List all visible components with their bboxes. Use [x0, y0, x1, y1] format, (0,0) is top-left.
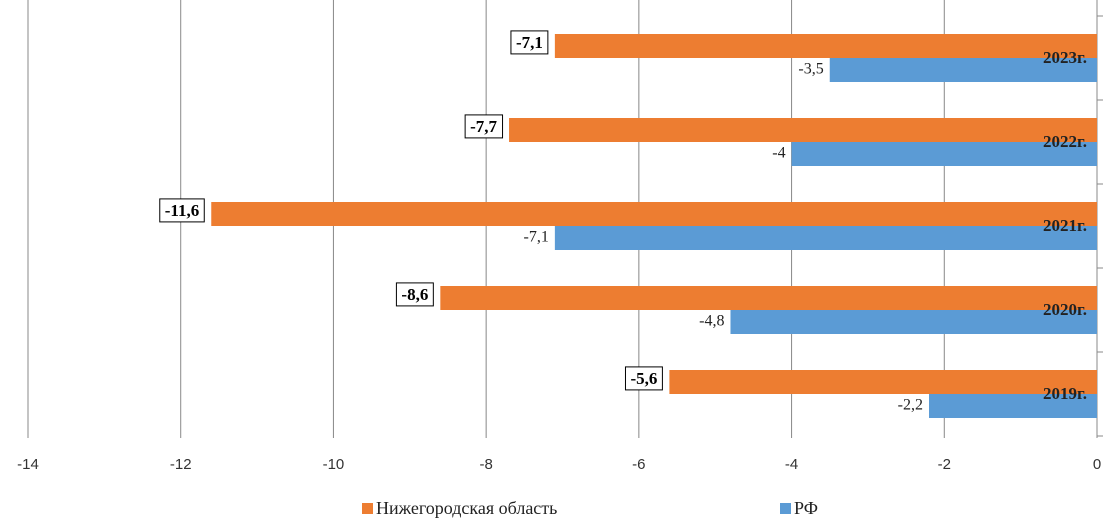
x-tick-label: 0 — [1093, 456, 1101, 473]
x-tick-label: -14 — [17, 456, 39, 473]
x-tick-label: -8 — [479, 456, 492, 473]
bar — [669, 370, 1097, 394]
bar — [554, 226, 1097, 250]
data-label: -7,1 — [516, 33, 543, 52]
category-label: 2020г. — [1043, 300, 1087, 319]
data-label: -11,6 — [165, 201, 199, 220]
data-label: -3,5 — [798, 61, 823, 78]
data-label-box — [510, 30, 549, 55]
x-tick-label: -2 — [938, 456, 951, 473]
data-label-box — [464, 114, 504, 139]
x-tick-label: -4 — [785, 456, 798, 473]
bar — [554, 34, 1097, 58]
x-tick-label: -6 — [632, 456, 645, 473]
legend-label: Нижегородская область — [376, 498, 557, 518]
data-label: -2,2 — [898, 397, 923, 414]
bar — [509, 118, 1097, 142]
bar — [440, 286, 1097, 310]
legend-label: РФ — [794, 498, 818, 518]
data-label-box — [395, 282, 434, 307]
data-label-box — [624, 366, 663, 391]
x-tick-label: -12 — [170, 456, 192, 473]
data-label: -7,7 — [470, 117, 497, 136]
data-label: -4,8 — [699, 313, 724, 330]
bar — [211, 202, 1097, 226]
category-label: 2022г. — [1043, 132, 1087, 151]
category-label: 2021г. — [1043, 216, 1087, 235]
category-label: 2019г. — [1043, 384, 1087, 403]
data-label: -4 — [772, 145, 785, 162]
data-label: -5,6 — [630, 369, 657, 388]
bar — [791, 142, 1097, 166]
data-label-box — [159, 198, 205, 223]
category-label: 2023г. — [1043, 48, 1087, 67]
bar — [929, 394, 1097, 418]
data-label: -8,6 — [401, 285, 428, 304]
legend-swatch — [780, 503, 791, 514]
bar — [730, 310, 1097, 334]
data-label: -7,1 — [524, 229, 549, 246]
x-tick-label: -10 — [323, 456, 345, 473]
bar — [829, 58, 1097, 82]
legend-swatch — [362, 503, 373, 514]
